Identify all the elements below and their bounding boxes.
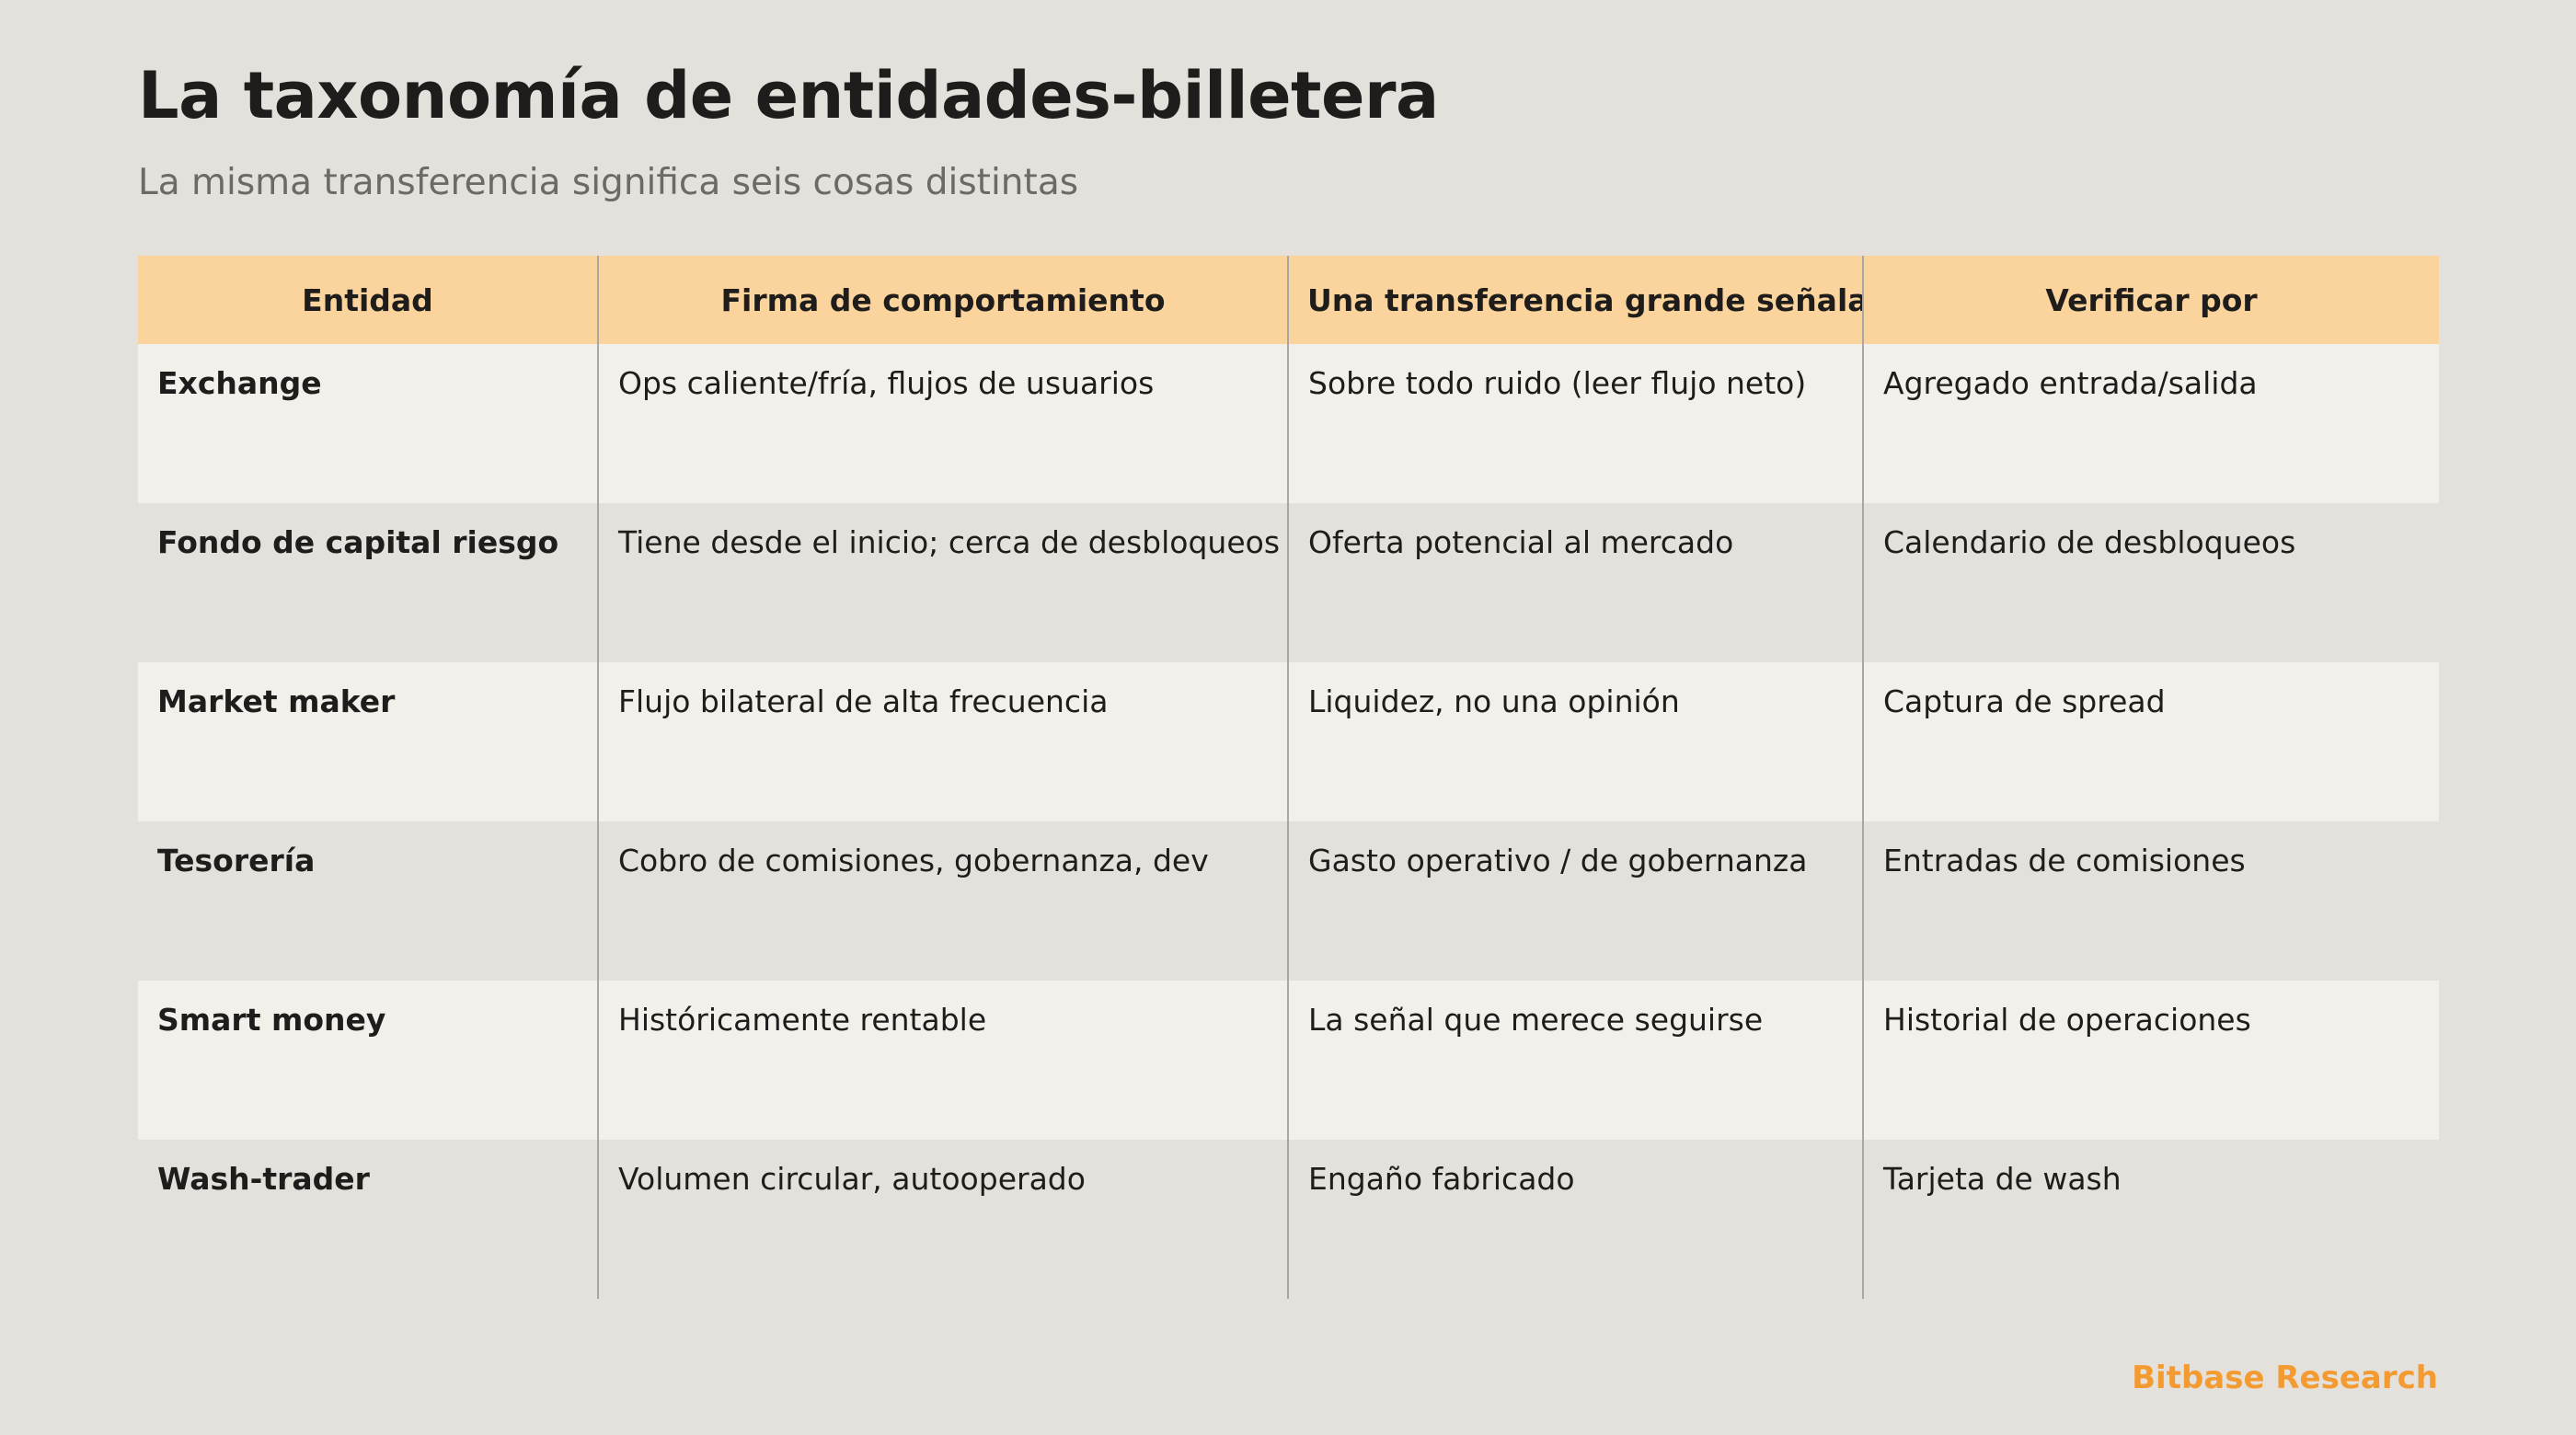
entity-cell: Wash-trader	[157, 1161, 370, 1197]
table-row: Exchange Ops caliente/fría, flujos de us…	[138, 344, 2439, 503]
verify-cell: Agregado entrada/salida	[1862, 344, 2439, 503]
signal-cell: Gasto operativo / de gobernanza	[1287, 821, 1863, 981]
behavior-cell: Cobro de comisiones, gobernanza, dev	[597, 821, 1288, 981]
signal-cell: Liquidez, no una opinión	[1287, 662, 1863, 821]
signal-cell: Engaño fabricado	[1287, 1140, 1863, 1299]
verify-cell: Calendario de desbloqueos	[1862, 503, 2439, 662]
entity-cell: Tesorería	[157, 843, 316, 878]
column-header-firma: Firma de comportamiento	[597, 256, 1288, 344]
table-row: Market maker Flujo bilateral de alta fre…	[138, 662, 2439, 821]
column-header-senal: Una transferencia grande señala	[1287, 256, 1863, 344]
verify-cell: Entradas de comisiones	[1862, 821, 2439, 981]
column-header-entidad: Entidad	[302, 281, 433, 318]
column-header-verificar: Verificar por	[1862, 256, 2439, 344]
behavior-cell: Flujo bilateral de alta frecuencia	[597, 662, 1288, 821]
verify-cell: Historial de operaciones	[1862, 981, 2439, 1140]
entity-cell: Fondo de capital riesgo	[157, 524, 559, 560]
verify-cell: Tarjeta de wash	[1862, 1140, 2439, 1299]
signal-cell: Sobre todo ruido (leer flujo neto)	[1287, 344, 1863, 503]
table-row: Wash-trader Volumen circular, autooperad…	[138, 1140, 2439, 1299]
behavior-cell: Ops caliente/fría, flujos de usuarios	[597, 344, 1288, 503]
entity-taxonomy-table: Entidad Firma de comportamiento Una tran…	[138, 256, 2439, 1299]
table-row: Tesorería Cobro de comisiones, gobernanz…	[138, 821, 2439, 981]
entity-cell: Smart money	[157, 1002, 386, 1038]
signal-cell: La señal que merece seguirse	[1287, 981, 1863, 1140]
table-header-row: Entidad Firma de comportamiento Una tran…	[138, 256, 2439, 344]
entity-cell: Market maker	[157, 683, 396, 719]
behavior-cell: Históricamente rentable	[597, 981, 1288, 1140]
behavior-cell: Tiene desde el inicio; cerca de desbloqu…	[597, 503, 1288, 662]
page-subtitle: La misma transferencia significa seis co…	[138, 162, 1079, 203]
signal-cell: Oferta potencial al mercado	[1287, 503, 1863, 662]
table-row: Smart money Históricamente rentable La s…	[138, 981, 2439, 1140]
behavior-cell: Volumen circular, autooperado	[597, 1140, 1288, 1299]
table-row: Fondo de capital riesgo Tiene desde el i…	[138, 503, 2439, 662]
brand-footer: Bitbase Research	[2132, 1360, 2438, 1396]
page-title: La taxonomía de entidades-billetera	[138, 58, 1439, 133]
entity-cell: Exchange	[157, 365, 322, 401]
verify-cell: Captura de spread	[1862, 662, 2439, 821]
